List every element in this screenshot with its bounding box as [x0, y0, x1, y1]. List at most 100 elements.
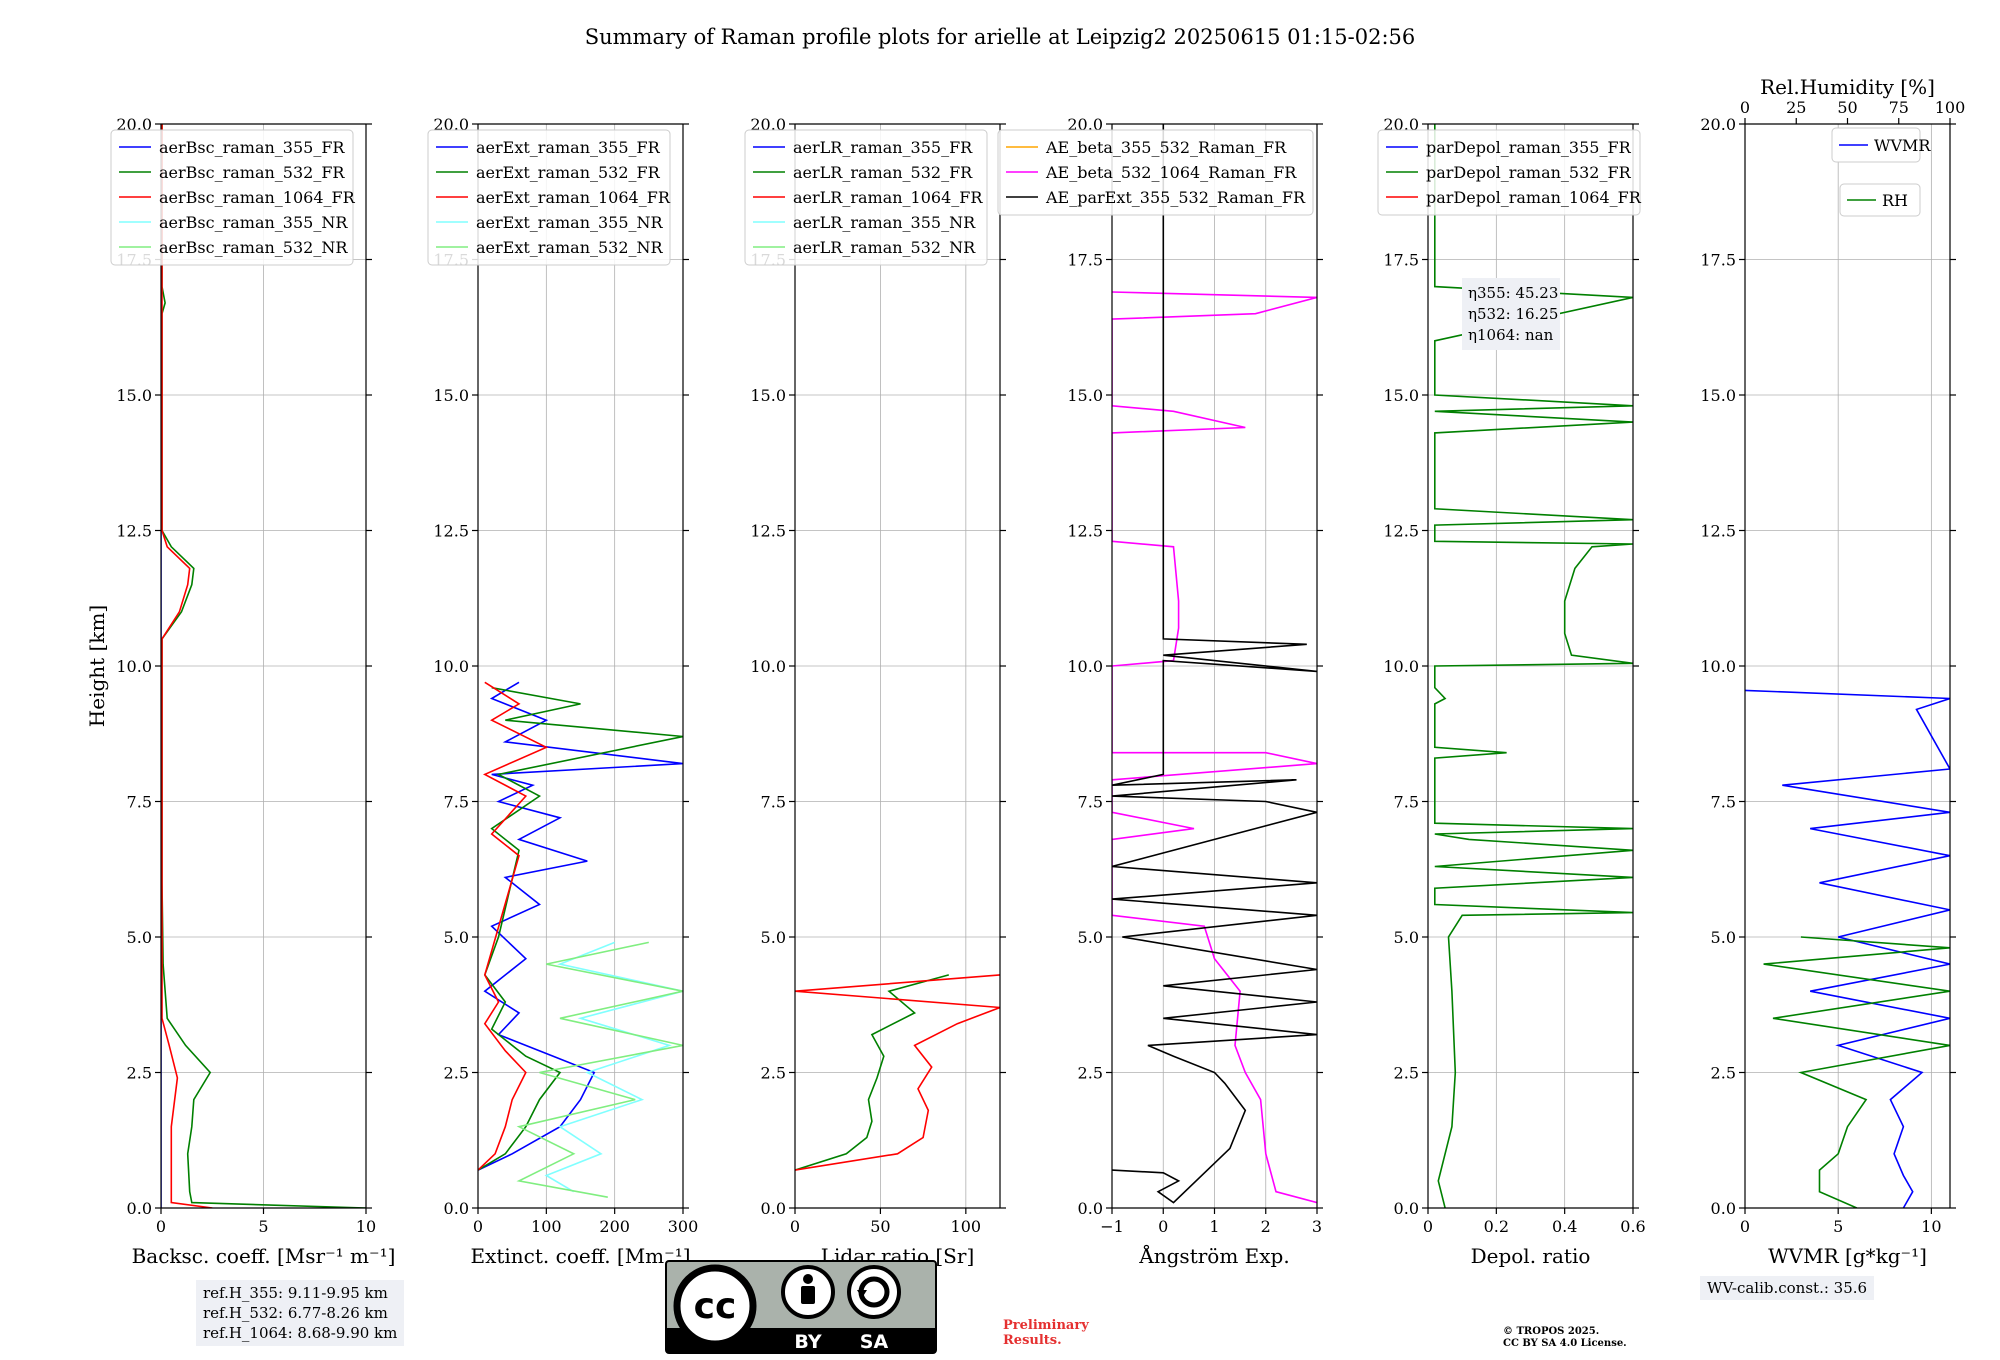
y-tick-label: 0.0: [127, 1199, 152, 1218]
legend-entry: AE_beta_355_532_Raman_FR: [1045, 138, 1287, 157]
eta-annotation-box: [1462, 278, 1560, 350]
x-axis-label: Ångström Exp.: [1138, 1243, 1289, 1268]
y-tick-label: 0.0: [1711, 1199, 1736, 1218]
y-tick-label: 2.5: [1078, 1064, 1103, 1083]
legend-entry: aerExt_raman_355_NR: [476, 213, 664, 232]
legend-entry: aerLR_raman_355_FR: [793, 138, 973, 157]
x-tick-label: 10: [1921, 1217, 1941, 1236]
ref-h-1064: ref.H_1064: 8.68-9.90 km: [203, 1324, 398, 1342]
series-line-aerLR_raman_532_FR: [795, 974, 950, 1171]
legend-entry: aerBsc_raman_1064_FR: [159, 188, 356, 207]
legend-entry: parDepol_raman_355_FR: [1426, 138, 1632, 157]
legend-entry: aerBsc_raman_355_FR: [159, 138, 345, 157]
y-tick-label: 20.0: [1700, 115, 1736, 134]
eta-annotation-line: η532: 16.25: [1468, 305, 1558, 323]
legend-entry: aerLR_raman_1064_FR: [793, 188, 983, 207]
copyright-line-2: CC BY SA 4.0 License.: [1503, 1338, 1627, 1349]
panel-backscatter: 0.02.55.07.510.012.515.017.520.00510Back…: [85, 115, 395, 1268]
y-tick-label: 20.0: [116, 115, 152, 134]
top-x-tick-label: 50: [1837, 98, 1857, 117]
figure-title: Summary of Raman profile plots for ariel…: [585, 25, 1416, 49]
y-tick-label: 5.0: [1394, 928, 1419, 947]
y-tick-label: 17.5: [1067, 251, 1103, 270]
legend-box: [1839, 183, 1921, 217]
legend-entry: parDepol_raman_1064_FR: [1426, 188, 1642, 207]
series-line-aerExt_raman_532_FR: [478, 686, 683, 1171]
panels: 0.02.55.07.510.012.515.017.520.00510Back…: [85, 75, 1965, 1268]
legend-entry: AE_parExt_355_532_Raman_FR: [1045, 188, 1306, 207]
y-tick-label: 5.0: [127, 928, 152, 947]
x-tick-label: 0: [1423, 1217, 1433, 1236]
x-tick-label: 50: [870, 1217, 890, 1236]
series-line-aerExt_raman_355_FR: [478, 681, 683, 1171]
legend-box: [110, 129, 354, 266]
legend-entry: RH: [1882, 191, 1908, 210]
y-tick-label: 0.0: [1078, 1199, 1103, 1218]
legend-box: [997, 129, 1314, 216]
series-line-aerLR_raman_1064_FR: [795, 974, 1000, 1171]
legend-entry: aerBsc_raman_532_NR: [159, 238, 348, 257]
y-tick-label: 2.5: [1394, 1064, 1419, 1083]
y-tick-label: 20.0: [1383, 115, 1419, 134]
legend-entry: aerExt_raman_1064_FR: [476, 188, 671, 207]
y-tick-label: 12.5: [116, 522, 152, 541]
y-tick-label: 10.0: [116, 657, 152, 676]
x-tick-label: 0: [156, 1217, 166, 1236]
legend-entry: aerLR_raman_532_NR: [793, 238, 976, 257]
cc-license-logo: cc BY SA: [665, 1260, 937, 1354]
series-line-aerExt_raman_355_NR: [544, 941, 683, 1193]
y-tick-label: 12.5: [1700, 522, 1736, 541]
x-tick-label: 5: [1833, 1217, 1843, 1236]
y-tick-label: 5.0: [1711, 928, 1736, 947]
y-tick-label: 10.0: [1700, 657, 1736, 676]
y-tick-label: 0.0: [761, 1199, 786, 1218]
sa-share-icon: [847, 1265, 901, 1319]
wv-calib-text: WV-calib.const.: 35.6: [1707, 1279, 1868, 1297]
x-tick-label: 100: [951, 1217, 982, 1236]
copyright-line-1: © TROPOS 2025.: [1503, 1326, 1600, 1337]
top-x-tick-label: 0: [1740, 98, 1750, 117]
y-tick-label: 15.0: [750, 386, 786, 405]
series-line-parDepol_raman_532_FR: [1434, 124, 1633, 1208]
y-tick-label: 17.5: [1383, 251, 1419, 270]
series-line-aerExt_raman_532_NR: [516, 941, 683, 1198]
series-line-AE_beta_532_1064_Raman_FR: [1112, 291, 1317, 1204]
y-tick-label: 7.5: [1078, 793, 1103, 812]
cc-circle-icon: [673, 1264, 757, 1348]
x-tick-label: 0: [1740, 1217, 1750, 1236]
x-tick-label: 0: [473, 1217, 483, 1236]
legend-entry: AE_beta_532_1064_Raman_FR: [1045, 163, 1297, 182]
x-tick-label: 200: [599, 1217, 630, 1236]
top-x-tick-label: 25: [1786, 98, 1806, 117]
y-tick-label: 5.0: [444, 928, 469, 947]
y-tick-label: 12.5: [1383, 522, 1419, 541]
y-tick-label: 2.5: [444, 1064, 469, 1083]
x-axis-label: WVMR [g*kg⁻¹]: [1768, 1244, 1927, 1268]
x-tick-label: 100: [531, 1217, 562, 1236]
x-tick-label: 300: [668, 1217, 699, 1236]
copyright-note: © TROPOS 2025. CC BY SA 4.0 License.: [1503, 1326, 1627, 1350]
y-tick-label: 7.5: [1394, 793, 1419, 812]
x-tick-label: 3: [1312, 1217, 1322, 1236]
top-x-tick-label: 100: [1935, 98, 1966, 117]
legend-entry: aerExt_raman_532_FR: [476, 163, 661, 182]
x-tick-label: 1: [1209, 1217, 1219, 1236]
panel-wvmr: 0.02.55.07.510.012.515.017.520.00 5 10WVMR…: [1700, 75, 1965, 1268]
y-tick-label: 0.0: [1394, 1199, 1419, 1218]
y-tick-label: 10.0: [750, 657, 786, 676]
y-tick-label: 10.0: [433, 657, 469, 676]
y-tick-label: 2.5: [127, 1064, 152, 1083]
y-tick-label: 15.0: [1700, 386, 1736, 405]
legend-entry: aerLR_raman_355_NR: [793, 213, 976, 232]
y-tick-label: 20.0: [1067, 115, 1103, 134]
y-axis-label: Height [km]: [85, 605, 109, 727]
y-tick-label: 0.0: [444, 1199, 469, 1218]
y-tick-label: 15.0: [1067, 386, 1103, 405]
panel-lidar_ratio: 0.02.55.07.510.012.515.017.520.0050100Li…: [744, 115, 1006, 1268]
series-line-aerExt_raman_1064_FR: [478, 681, 549, 1171]
eta-annotation-line: η355: 45.23: [1468, 284, 1558, 302]
legend-entry: aerBsc_raman_532_FR: [159, 163, 345, 182]
legend-entry: aerLR_raman_532_FR: [793, 163, 973, 182]
x-tick-label: 5: [258, 1217, 268, 1236]
panel-extinction: 0.02.55.07.510.012.515.017.520.001002003…: [427, 115, 699, 1268]
